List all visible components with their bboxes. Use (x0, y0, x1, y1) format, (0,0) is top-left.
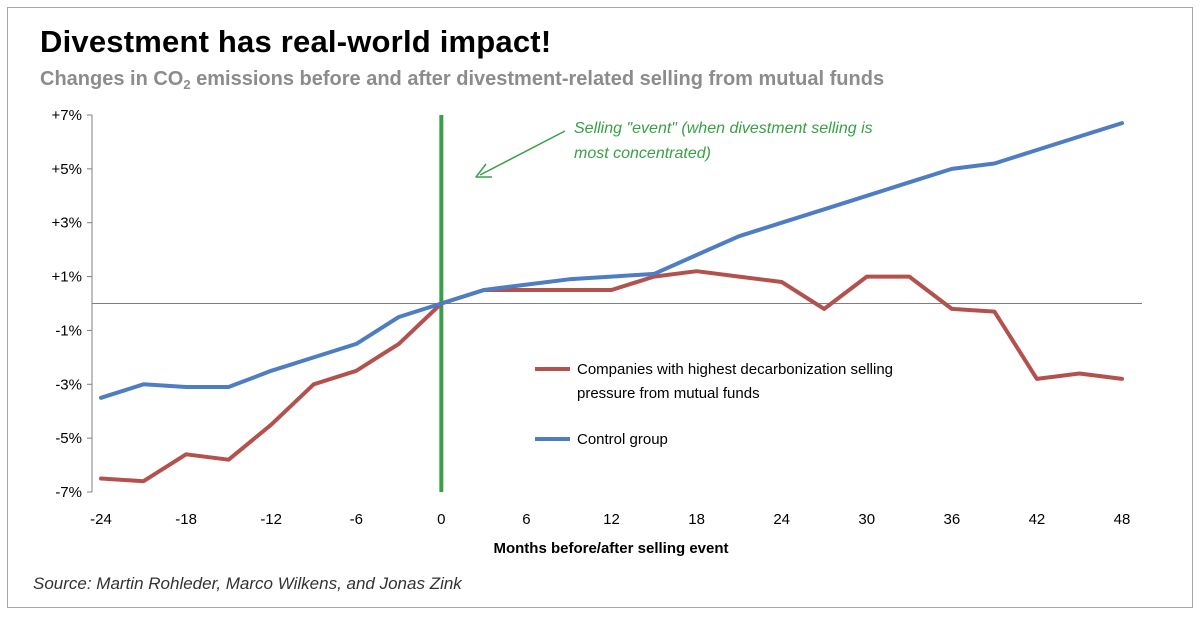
legend: Companies with highest decarbonization s… (535, 361, 893, 448)
x-tick-label: 6 (522, 511, 530, 528)
subtitle-part-2: emissions before and after divestment-re… (190, 68, 885, 90)
x-tick-label: 18 (688, 511, 705, 528)
subtitle-part-1: Changes in CO (40, 68, 184, 90)
y-tick-label: -1% (55, 322, 82, 339)
x-tick-label: -24 (90, 511, 112, 528)
x-tick-label: 12 (603, 511, 620, 528)
legend-label: pressure from mutual funds (577, 385, 760, 402)
annotation: Selling "event" (when divestment selling… (475, 120, 873, 178)
y-tick-label: -5% (55, 430, 82, 447)
series-layer (99, 121, 1124, 484)
y-tick-label: +7% (52, 107, 82, 124)
subtitle-subscript: 2 (183, 77, 191, 92)
legend-label: Control group (577, 431, 668, 448)
y-tick-label: -3% (55, 376, 82, 393)
x-tick-label: -18 (175, 511, 197, 528)
chart-axes: +7% +5% +3% +1% -1% -3% -5% -7% -24 -18 -12 -6 0 6 12 1… (52, 107, 1142, 557)
x-axis-label: Months before/after selling event (493, 540, 728, 557)
y-tick-label: +5% (52, 161, 82, 178)
annotation-text: Selling "event" (when divestment selling… (574, 120, 873, 137)
chart-subtitle: Changes in CO2 emissions before and afte… (40, 68, 884, 92)
annotation-arrow (479, 130, 566, 176)
annotation-text: most concentrated) (574, 145, 711, 162)
x-tick-label: 24 (773, 511, 790, 528)
x-tick-label: 0 (437, 511, 445, 528)
y-tick-label: +1% (52, 269, 82, 286)
legend-label: Companies with highest decarbonization s… (577, 361, 893, 378)
annotation-arrowhead (475, 163, 492, 178)
x-tick-label: -6 (350, 511, 363, 528)
x-tick-label: 42 (1029, 511, 1046, 528)
x-tick-label: -12 (260, 511, 282, 528)
series-line-control-group (99, 121, 1124, 400)
x-tick-label: 48 (1114, 511, 1131, 528)
y-tick-label: +3% (52, 215, 82, 232)
y-tick-label: -7% (55, 484, 82, 501)
chart-title: Divestment has real-world impact! (40, 24, 552, 59)
series-line-decarbonization (99, 269, 1124, 484)
x-tick-label: 36 (943, 511, 960, 528)
x-tick-label: 30 (858, 511, 875, 528)
chart-frame (7, 7, 1193, 608)
source-note: Source: Martin Rohleder, Marco Wilkens, … (33, 574, 462, 593)
